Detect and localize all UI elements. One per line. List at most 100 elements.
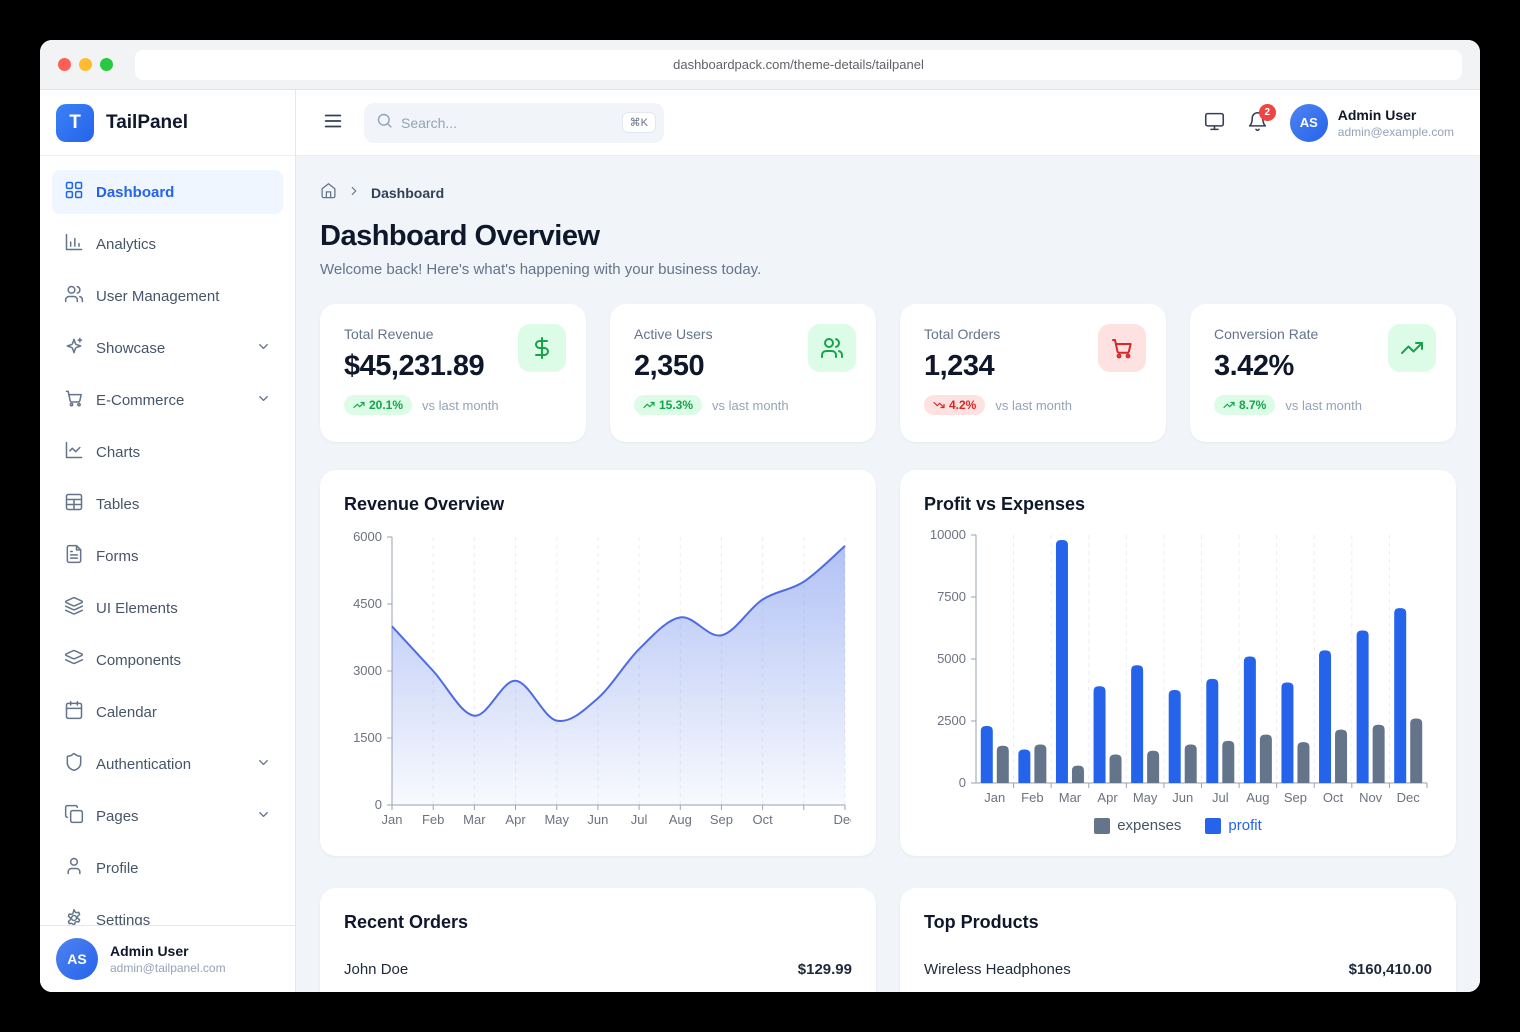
sidebar-item-e-commerce[interactable]: E-Commerce	[52, 378, 283, 422]
bar-expenses-Jul	[1222, 740, 1235, 783]
sidebar-item-label: Calendar	[96, 703, 157, 721]
stat-card-total-orders: Total Orders 1,234 4.2% vs last month	[900, 304, 1166, 442]
bar-expenses-May	[1147, 750, 1160, 783]
svg-text:Nov: Nov	[1359, 790, 1383, 805]
sidebar-item-forms[interactable]: Forms	[52, 534, 283, 578]
sidebar-item-label: Authentication	[96, 755, 192, 773]
legend-label: profit	[1228, 817, 1262, 834]
gear-icon	[64, 908, 84, 925]
menu-toggle-button[interactable]	[322, 110, 344, 135]
header-user-menu[interactable]: AS Admin User admin@example.com	[1289, 103, 1454, 142]
sidebar-item-analytics[interactable]: Analytics	[52, 222, 283, 266]
legend-swatch	[1094, 817, 1111, 834]
sidebar-user[interactable]: AS Admin User admin@tailpanel.com	[40, 925, 295, 992]
stat-note: vs last month	[422, 397, 499, 413]
svg-text:Mar: Mar	[463, 812, 486, 827]
svg-text:Apr: Apr	[1097, 790, 1118, 805]
stat-card-active-users: Active Users 2,350 15.3% vs last month	[610, 304, 876, 442]
bar-expenses-Dec	[1410, 718, 1423, 783]
app-logo[interactable]: T TailPanel	[40, 90, 295, 156]
search-input[interactable]	[401, 114, 614, 131]
chevron-down-icon	[256, 391, 271, 410]
search-box[interactable]: ⌘K	[364, 102, 664, 143]
sidebar-item-authentication[interactable]: Authentication	[52, 742, 283, 786]
home-icon[interactable]	[320, 182, 337, 204]
sidebar-item-dashboard[interactable]: Dashboard	[52, 170, 283, 214]
browser-toolbar: dashboardpack.com/theme-details/tailpane…	[40, 40, 1480, 90]
sidebar-item-ui-elements[interactable]: UI Elements	[52, 586, 283, 630]
svg-text:4500: 4500	[353, 596, 382, 611]
sidebar-item-label: Profile	[96, 859, 139, 877]
stat-note: vs last month	[712, 397, 789, 413]
sidebar-item-pages[interactable]: Pages	[52, 794, 283, 838]
sidebar-item-label: Dashboard	[96, 183, 175, 201]
sidebar-item-settings[interactable]: Settings	[52, 898, 283, 925]
svg-text:Mar: Mar	[1059, 790, 1082, 805]
zoom-window-button[interactable]	[100, 58, 113, 71]
sidebar: T TailPanel Dashboard Analytics User Manag…	[40, 90, 296, 992]
notifications-button[interactable]: 2	[1247, 103, 1276, 135]
bar-expenses-Feb	[1034, 744, 1047, 783]
breadcrumb-current[interactable]: Dashboard	[371, 185, 445, 201]
chevron-down-icon	[256, 807, 271, 826]
sidebar-item-label: Tables	[96, 495, 140, 513]
sidebar-item-label: Forms	[96, 547, 139, 565]
trending-up-icon	[1388, 324, 1436, 372]
legend-item-expenses[interactable]: expenses	[1094, 817, 1181, 834]
monitor-icon	[1204, 111, 1225, 135]
display-mode-button[interactable]	[1204, 111, 1225, 135]
panel-title: Top Products	[924, 912, 1039, 932]
users-icon	[64, 284, 84, 308]
stat-label: Conversion Rate	[1214, 326, 1319, 342]
chart-title: Profit vs Expenses	[924, 494, 1086, 514]
sidebar-item-charts[interactable]: Charts	[52, 430, 283, 474]
svg-text:Oct: Oct	[1323, 790, 1344, 805]
bar-profit-May	[1131, 665, 1144, 783]
sidebar-item-tables[interactable]: Tables	[52, 482, 283, 526]
cart-icon	[64, 388, 84, 412]
notification-badge: 2	[1258, 103, 1276, 121]
svg-text:3000: 3000	[353, 663, 382, 678]
sidebar-user-name: Admin User	[110, 943, 189, 959]
bar-expenses-Aug	[1259, 734, 1272, 783]
window-controls	[58, 58, 113, 71]
legend-item-profit[interactable]: profit	[1205, 817, 1262, 834]
sidebar-item-profile[interactable]: Profile	[52, 846, 283, 890]
sidebar-item-calendar[interactable]: Calendar	[52, 690, 283, 734]
sidebar-item-components[interactable]: Components	[52, 638, 283, 682]
top-header: ⌘K 2 AS Admin User admin@example.com	[296, 90, 1480, 156]
bar-profit-Dec	[1394, 608, 1407, 783]
chevron-down-icon	[256, 755, 271, 774]
bar-profit-Jun	[1168, 690, 1181, 783]
svg-text:5000: 5000	[937, 651, 966, 666]
panel-top-products: Top Products Wireless Headphones $160,410.…	[900, 888, 1456, 992]
chart-title: Revenue Overview	[344, 494, 505, 514]
close-window-button[interactable]	[58, 58, 71, 71]
panel-title: Recent Orders	[344, 912, 469, 932]
search-shortcut: ⌘K	[621, 112, 656, 133]
users-icon	[808, 324, 856, 372]
svg-text:0: 0	[959, 775, 966, 790]
sidebar-item-showcase[interactable]: Showcase	[52, 326, 283, 370]
change-badge: 15.3%	[634, 395, 703, 415]
sidebar-item-label: Settings	[96, 911, 151, 926]
stat-card-total-revenue: Total Revenue $45,231.89 20.1% vs last mont…	[320, 304, 586, 442]
item-name: John Doe	[344, 961, 409, 978]
stat-label: Total Revenue	[344, 326, 434, 342]
list-item: Wireless Headphones $160,410.00	[924, 961, 1432, 978]
header-user-email: admin@example.com	[1337, 124, 1454, 139]
change-badge: 4.2%	[924, 395, 986, 415]
svg-text:Jul: Jul	[631, 812, 648, 827]
charts-row: Revenue Overview 0 1500 3000 4500 6000 Jan Feb…	[320, 470, 1456, 856]
page-content: Dashboard Dashboard Overview Welcome bac…	[296, 156, 1480, 992]
address-bar[interactable]: dashboardpack.com/theme-details/tailpane…	[135, 49, 1462, 80]
browser-window: dashboardpack.com/theme-details/tailpane…	[40, 40, 1480, 992]
svg-text:10000: 10000	[930, 527, 966, 542]
revenue-overview-card: Revenue Overview 0 1500 3000 4500 6000 Jan Feb…	[320, 470, 876, 856]
sidebar-item-label: Showcase	[96, 339, 166, 357]
shield-icon	[64, 752, 84, 776]
sidebar-item-user-management[interactable]: User Management	[52, 274, 283, 318]
item-value: $160,410.00	[1348, 961, 1432, 978]
minimize-window-button[interactable]	[79, 58, 92, 71]
change-badge: 20.1%	[344, 395, 413, 415]
